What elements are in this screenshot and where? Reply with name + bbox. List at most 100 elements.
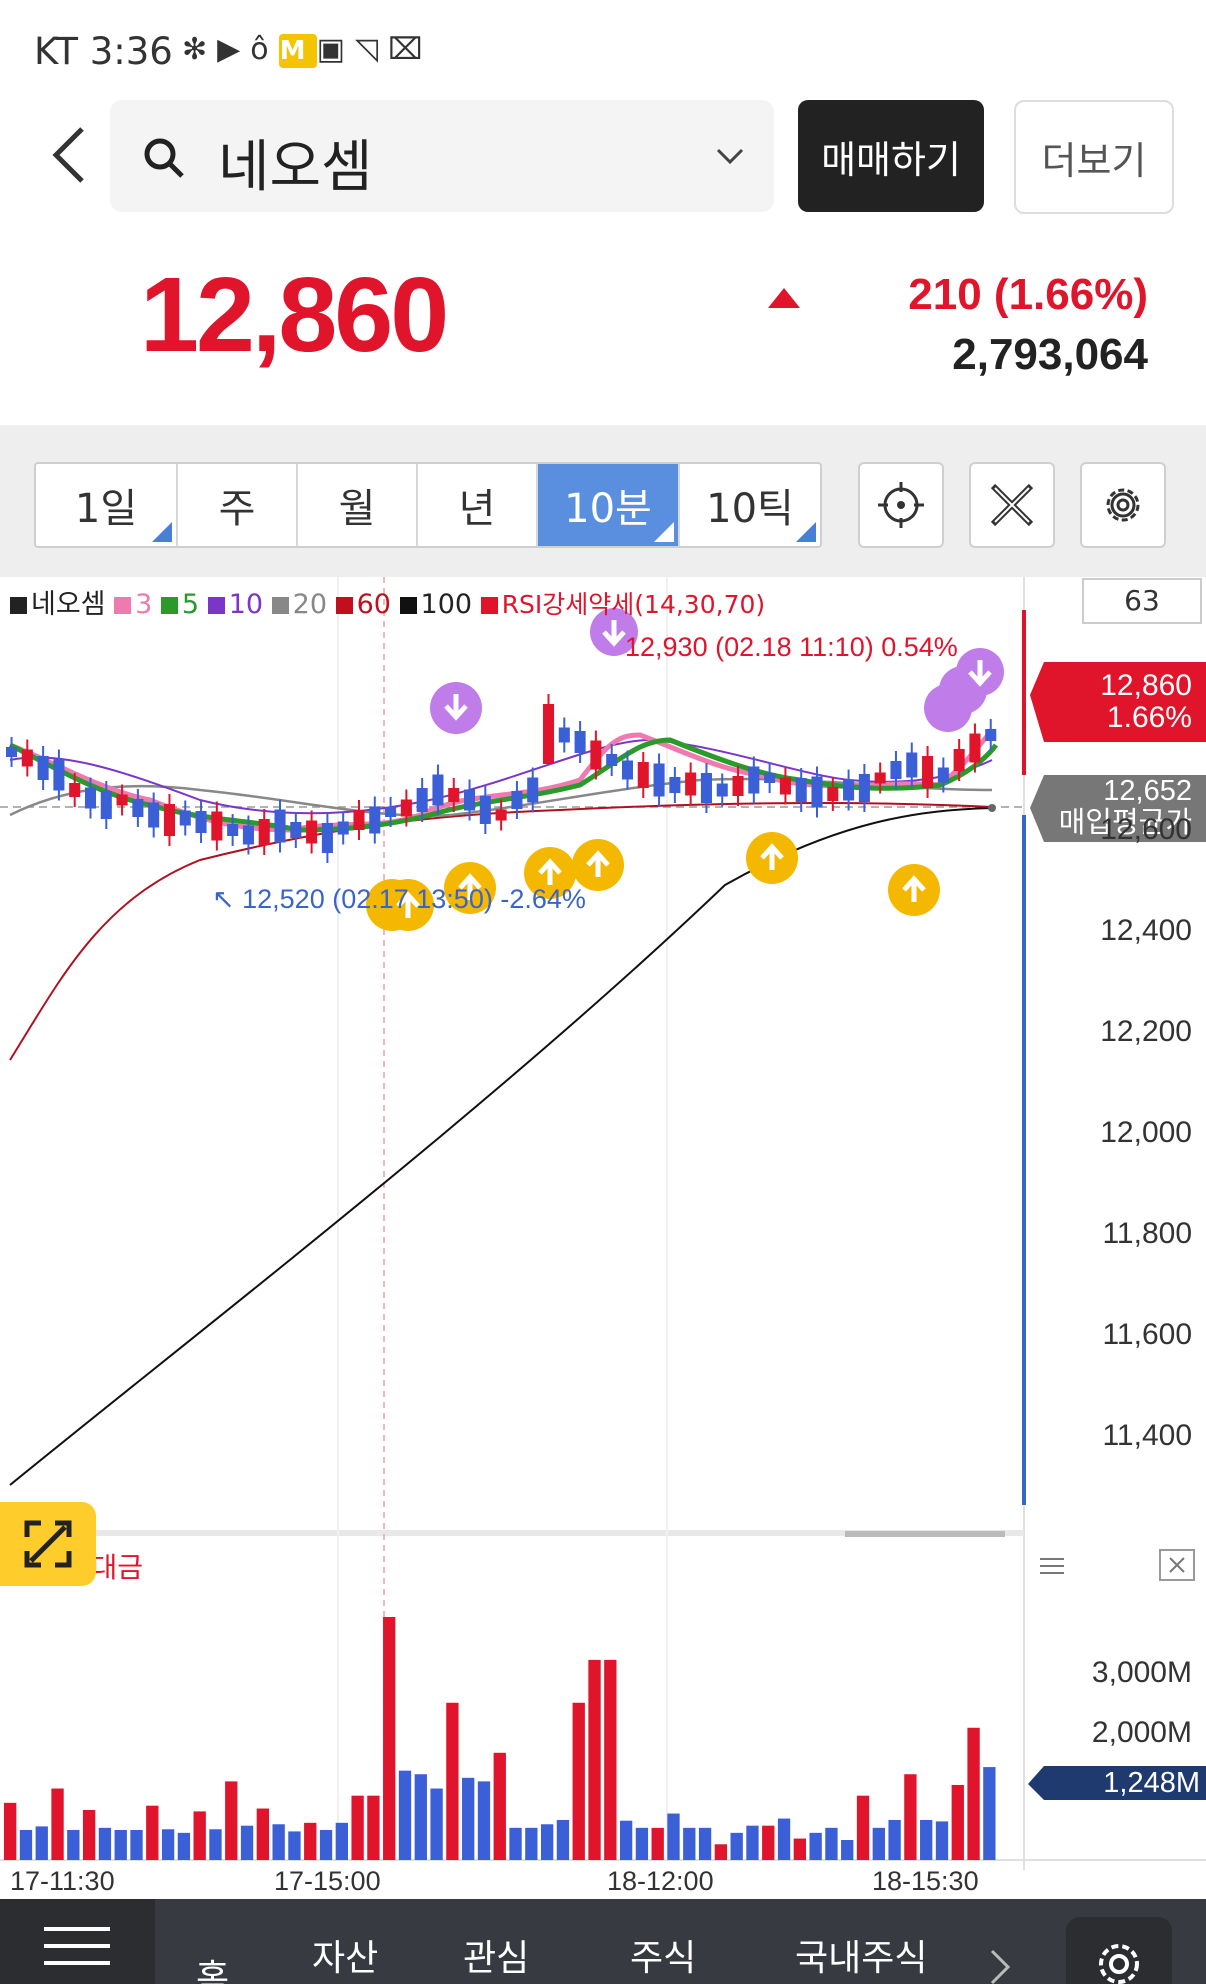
tab-year[interactable]: 년 (418, 464, 538, 546)
avg-price-value: 12,652 (1103, 775, 1192, 807)
more-button[interactable]: 더보기 (1014, 100, 1174, 214)
trade-volume: 2,793,064 (952, 330, 1148, 379)
expand-chart-button[interactable] (0, 1502, 96, 1586)
stock-search-box[interactable]: 네오셈 (110, 100, 774, 212)
price-tick: 12,000 (1100, 1116, 1192, 1149)
candle-body (495, 809, 507, 821)
candle-body (922, 756, 934, 788)
candle-body (779, 777, 791, 795)
candle-body (432, 774, 444, 806)
chevron-down-icon[interactable] (710, 136, 750, 176)
price-tick: 12,200 (1100, 1015, 1192, 1048)
candle-body (732, 776, 744, 796)
drawing-tools-button[interactable] (969, 462, 1055, 548)
candle-body (811, 776, 823, 808)
volume-bar (698, 1827, 712, 1860)
divider (0, 425, 1206, 429)
volume-bar (414, 1774, 427, 1860)
price-tick: 11,400 (1102, 1419, 1192, 1452)
volume-bar (19, 1829, 33, 1860)
volume-bar (225, 1781, 238, 1860)
close-icon[interactable] (1159, 1549, 1195, 1581)
tab-label: 주 (218, 486, 256, 532)
chart-legend: 네오셈 3 5 10 20 60 100 RSI강세약세(14,30,70) (10, 582, 765, 621)
volume-bar (904, 1774, 917, 1860)
avg-price-text: 매입평균가 (1058, 807, 1192, 839)
candle-body (637, 762, 649, 788)
tab-1day[interactable]: 1일 (36, 464, 178, 546)
x-tick: 17-11:30 (10, 1866, 115, 1896)
x-tick: 18-15:30 (872, 1866, 979, 1896)
bottom-nav: 홈 자산 관심 주식 국내주식 (0, 1899, 1206, 1984)
volume-bar (935, 1821, 949, 1860)
candle-body (227, 824, 239, 836)
volume-bar (288, 1831, 301, 1860)
volume-bar (398, 1770, 412, 1860)
back-icon[interactable] (46, 125, 96, 185)
price-tick: 12,600 (1100, 813, 1192, 846)
drawing-tools-icon (990, 483, 1034, 527)
candle-body (353, 810, 365, 830)
nav-stocks[interactable]: 주식 (630, 1938, 697, 1979)
kt-icon: ⌧ (388, 32, 433, 67)
candle-body (53, 759, 65, 791)
hamburger-icon[interactable] (1040, 1558, 1064, 1574)
gallery-icon: ▣ (316, 32, 355, 67)
volume-bar (556, 1819, 570, 1860)
legend-ma5: 5 (181, 589, 200, 620)
nav-assets[interactable]: 자산 (312, 1938, 379, 1979)
volume-bar (683, 1827, 696, 1860)
volume-bar (714, 1844, 728, 1860)
volume-bar (446, 1702, 459, 1860)
expand-icon (24, 1520, 72, 1568)
tab-label: 1일 (74, 486, 138, 532)
tab-10tick[interactable]: 10틱 (680, 464, 820, 546)
tab-week[interactable]: 주 (178, 464, 298, 546)
crosshair-icon (878, 482, 924, 528)
chevron-right-icon[interactable] (988, 1947, 1012, 1984)
youtube-icon: ▶ (217, 32, 251, 67)
volume-bar (146, 1805, 159, 1860)
volume-bar (161, 1829, 175, 1860)
candle-body (211, 811, 223, 841)
candle-body (511, 791, 523, 809)
current-price: 12,860 (140, 256, 449, 374)
volume-bar (856, 1795, 870, 1860)
candle-body (400, 799, 412, 817)
volume-bar (540, 1824, 554, 1860)
candle-body (890, 761, 902, 779)
nav-watchlist[interactable]: 관심 (463, 1938, 530, 1979)
volume-bar (525, 1827, 538, 1860)
nav-settings-button[interactable] (1066, 1917, 1172, 1984)
volume-bar (872, 1827, 885, 1860)
volume-bar (809, 1832, 822, 1860)
m-badge-icon: M (278, 34, 317, 68)
avg-price-tag (1030, 775, 1206, 842)
chart-settings-button[interactable] (1080, 462, 1166, 548)
tab-month[interactable]: 월 (298, 464, 418, 546)
current-volume-label: 1,248M (1103, 1767, 1200, 1799)
volume-bar (746, 1825, 759, 1860)
volume-bar (304, 1822, 317, 1860)
nav-domestic-stocks[interactable]: 국내주식 (795, 1938, 928, 1979)
current-price-tag (1030, 662, 1206, 742)
menu-button[interactable] (0, 1899, 155, 1984)
price-chart[interactable] (0, 577, 1206, 1899)
legend-rsi: RSI강세약세(14,30,70) (501, 590, 766, 619)
rsi-value-box: 63 (1082, 578, 1202, 624)
candle-body (653, 763, 665, 797)
candle-body (542, 704, 555, 764)
app-icon: ô (250, 32, 279, 67)
trade-button[interactable]: 매매하기 (798, 100, 984, 212)
crosshair-button[interactable] (858, 462, 944, 548)
tab-label: 10분 (564, 486, 652, 532)
candle-body (969, 733, 981, 763)
candle-body (716, 783, 728, 797)
volume-bar (272, 1824, 285, 1860)
nav-home[interactable]: 홈 (196, 1958, 230, 1984)
candle-body (290, 822, 302, 838)
volume-bar (604, 1659, 617, 1860)
candle-body (874, 772, 886, 784)
buy-signal-icon (444, 862, 496, 914)
tab-10min[interactable]: 10분 (538, 464, 680, 546)
